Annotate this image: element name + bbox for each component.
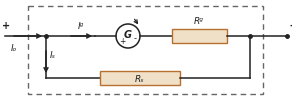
Text: -: - xyxy=(290,21,292,31)
Text: Iᵍ: Iᵍ xyxy=(78,22,84,31)
Bar xyxy=(28,6,263,94)
Text: G: G xyxy=(124,30,132,40)
Text: Iₛ: Iₛ xyxy=(50,52,56,60)
Text: Rₛ: Rₛ xyxy=(135,74,145,84)
Text: +: + xyxy=(119,37,125,45)
Bar xyxy=(100,71,180,85)
Text: Iₒ: Iₒ xyxy=(11,44,18,53)
Text: -: - xyxy=(133,34,136,43)
Text: +: + xyxy=(2,21,10,31)
Bar xyxy=(172,29,227,43)
Text: Rᵍ: Rᵍ xyxy=(194,17,204,26)
